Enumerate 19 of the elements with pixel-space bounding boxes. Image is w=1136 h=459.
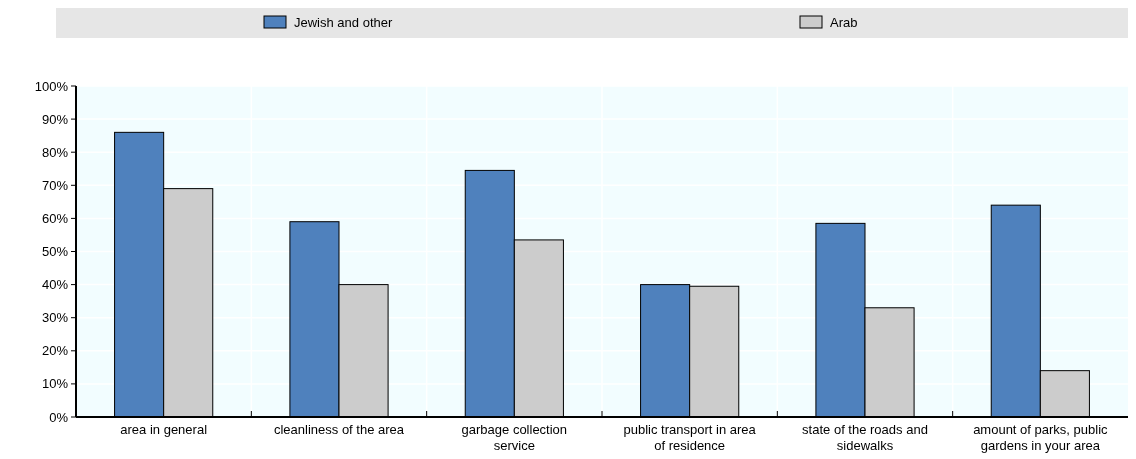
x-tick-label: public transport in area of residence bbox=[623, 422, 757, 453]
x-tick-label: state of the roads and sidewalks bbox=[802, 422, 928, 453]
x-tick-label: cleanliness of the area bbox=[273, 422, 405, 437]
x-tick-label: amount of parks, public gardens in your area bbox=[973, 422, 1109, 453]
y-tick-label: 60% bbox=[41, 210, 69, 226]
legend-label: Arab bbox=[830, 15, 858, 30]
y-tick-label: 70% bbox=[41, 177, 69, 193]
y-tick-label: 30% bbox=[41, 310, 69, 326]
x-tick-label: area in general bbox=[120, 422, 208, 437]
y-tick-label: 40% bbox=[41, 277, 69, 293]
y-tick-label: 50% bbox=[41, 244, 69, 260]
x-tick-label: garbage collection service bbox=[461, 422, 568, 453]
y-tick-label: 20% bbox=[41, 343, 69, 359]
y-tick-label: 90% bbox=[41, 111, 69, 127]
y-tick-label: 10% bbox=[41, 376, 69, 392]
legend-label: Jewish and other bbox=[294, 15, 393, 30]
y-tick-label: 80% bbox=[41, 144, 69, 160]
y-tick-label: 0% bbox=[49, 409, 69, 425]
y-tick-label: 100% bbox=[34, 78, 69, 94]
